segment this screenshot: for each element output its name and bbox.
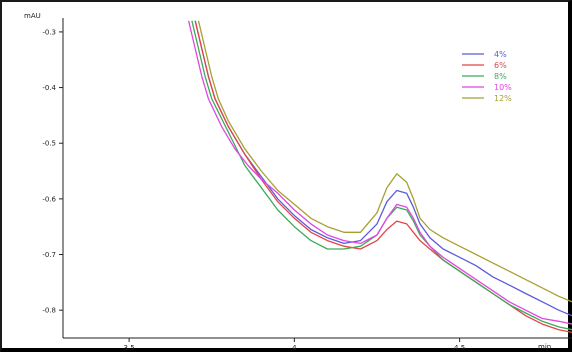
series-line-12% — [199, 21, 572, 302]
y-tick-label: -0.6 — [42, 195, 56, 203]
series-line-6% — [195, 21, 572, 333]
legend-label: 10% — [494, 83, 512, 92]
y-tick-label: -0.8 — [42, 307, 56, 315]
legend-label: 12% — [494, 94, 512, 103]
y-tick-label: -0.5 — [42, 140, 56, 148]
legend: 4% 6% 8% 10% 12% — [462, 50, 512, 103]
y-tick-label: -0.7 — [42, 251, 56, 259]
x-tick-label: 4 — [292, 344, 297, 352]
x-axis-unit: min — [538, 343, 551, 351]
legend-label: 6% — [494, 61, 507, 70]
y-tick-label: -0.3 — [42, 28, 56, 36]
y-ticks: -0.3 -0.4 -0.5 -0.6 -0.7 -0.8 — [42, 28, 63, 314]
y-tick-label: -0.4 — [42, 84, 56, 92]
series-line-8% — [192, 21, 572, 330]
legend-label: 4% — [494, 50, 507, 59]
series-line-10% — [189, 21, 572, 324]
legend-label: 8% — [494, 72, 507, 81]
x-tick-label: 4.5 — [454, 344, 465, 352]
y-axis-unit: mAU — [24, 12, 41, 20]
x-ticks: 3.5 4 4.5 — [124, 338, 466, 352]
series-line-4% — [195, 21, 572, 316]
series-lines — [189, 21, 572, 333]
x-tick-label: 3.5 — [124, 344, 135, 352]
